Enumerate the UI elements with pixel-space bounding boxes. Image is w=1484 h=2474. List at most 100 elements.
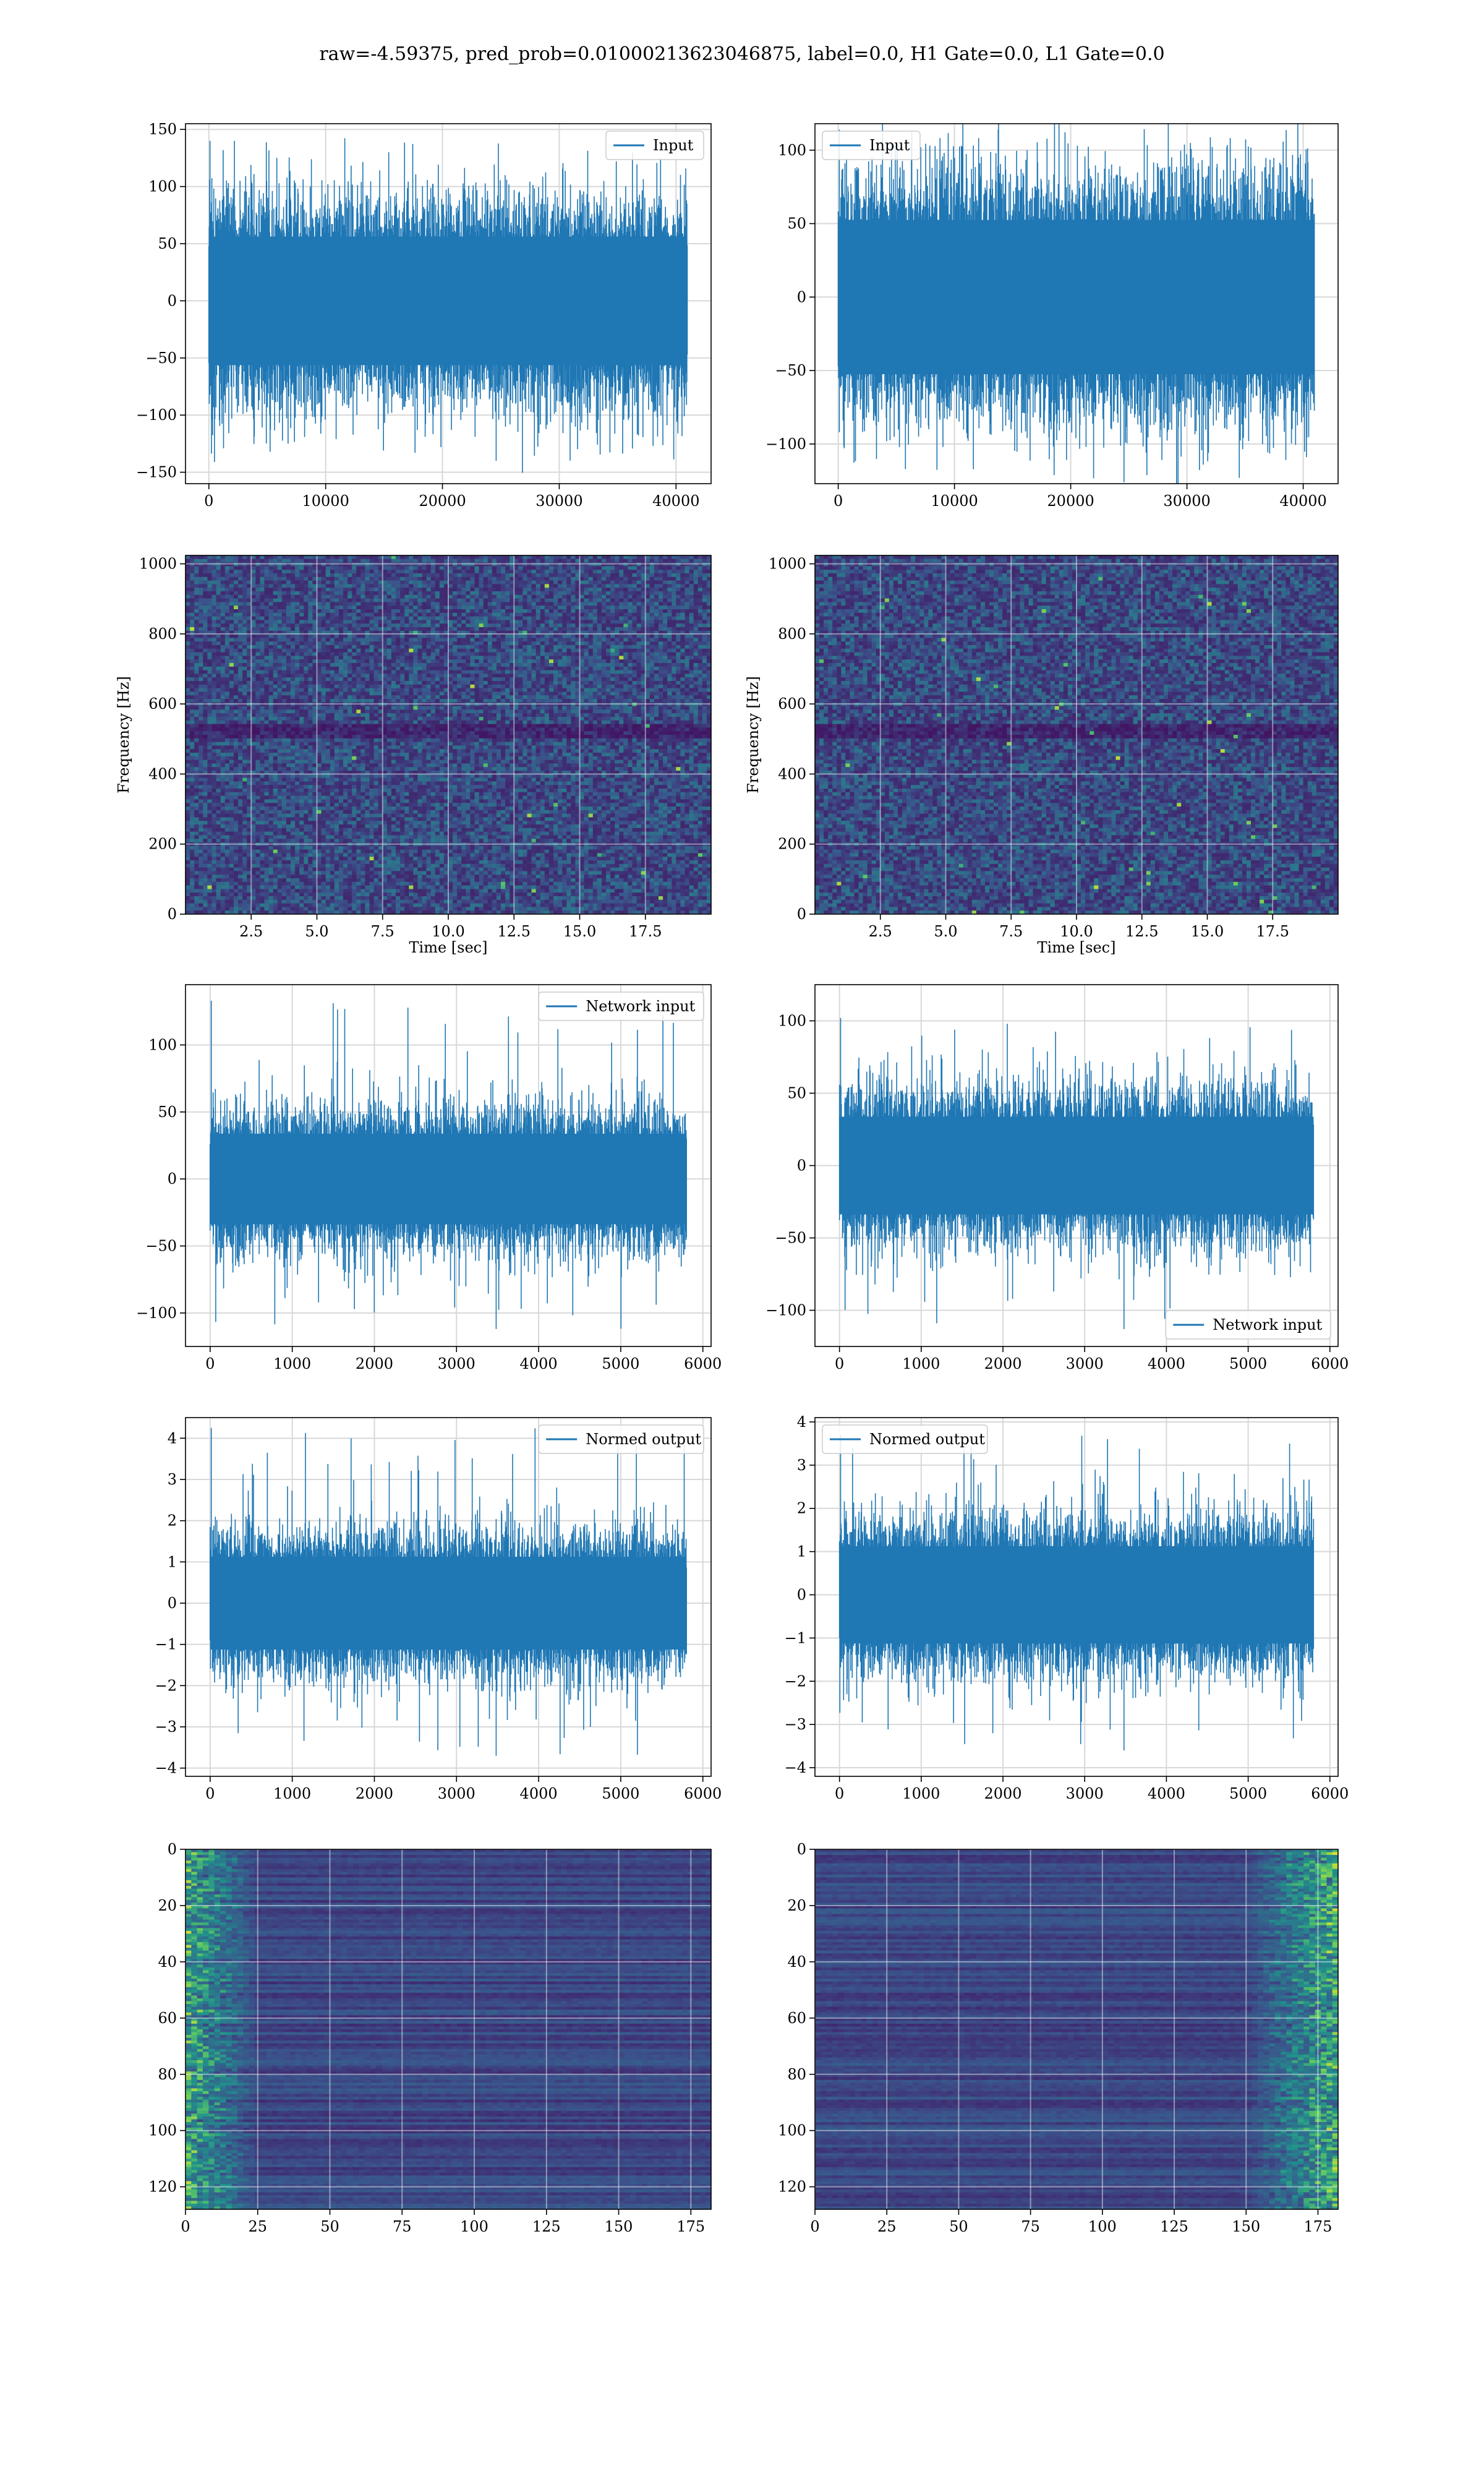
x-tick-label: 75	[393, 2218, 412, 2235]
y-tick-label: 800	[778, 625, 806, 643]
x-tick-label: 0	[835, 1355, 844, 1372]
x-tick-label: 5.0	[305, 923, 328, 940]
input-h1-frame	[185, 123, 712, 484]
y-tick-label: 0	[168, 905, 177, 923]
x-tick-label: 1000	[902, 1785, 940, 1802]
normed-output-l1-legend: Normed output	[822, 1424, 988, 1454]
y-tick-label: 100	[778, 1012, 806, 1030]
legend-box	[1165, 1310, 1331, 1340]
y-tick-label: 1000	[139, 555, 177, 573]
y-tick-label: 3	[797, 1457, 806, 1474]
x-tick-label: 17.5	[629, 923, 662, 940]
x-tick-label: 1000	[902, 1355, 940, 1372]
x-axis-label: Time [sec]	[1038, 939, 1116, 956]
network-input-l1-series-core	[839, 1116, 1314, 1215]
x-tick-label: 10000	[302, 492, 349, 510]
legend-box	[822, 1424, 988, 1454]
normed-output-l1-panel: 0 1000 2000 3000 4000 5000 6000 −4 −3 −2 −1 0 1 2 3 4 No…	[785, 1413, 1349, 1802]
x-tick-label: 20000	[1047, 492, 1094, 510]
legend-label: Input	[869, 137, 910, 154]
x-tick-label: 175	[676, 2218, 705, 2235]
feature-map-l1-panel: 0 25 50 75 100 125 150 175 0 20 40 60 80 100 120	[778, 1841, 1339, 2235]
x-tick-label: 175	[1304, 2218, 1333, 2235]
x-tick-label: 75	[1021, 2218, 1040, 2235]
y-tick-label: 4	[168, 1429, 177, 1447]
x-tick-label: 10.0	[432, 923, 464, 940]
y-tick-label: 2	[168, 1512, 177, 1530]
y-tick-label: 50	[158, 235, 177, 252]
x-tick-label: 0	[205, 1355, 215, 1372]
x-tick-label: 3000	[1066, 1355, 1104, 1372]
x-tick-label: 2000	[984, 1785, 1021, 1802]
x-tick-label: 2.5	[869, 923, 892, 940]
y-tick-label: 0	[168, 1841, 177, 1858]
x-tick-label: 25	[248, 2218, 267, 2235]
network-input-h1-frame	[185, 984, 712, 1347]
y-tick-label: 0	[797, 905, 806, 923]
y-tick-label: 50	[158, 1103, 177, 1121]
y-tick-label: −50	[145, 1238, 177, 1255]
x-tick-label: 50	[949, 2218, 968, 2235]
y-tick-label: 0	[168, 1594, 177, 1612]
y-axis-label: Frequency [Hz]	[744, 676, 762, 794]
network-input-h1-series-core	[210, 1134, 687, 1225]
x-tick-label: 0	[834, 492, 843, 510]
x-tick-label: 6000	[1311, 1355, 1349, 1372]
legend-box	[605, 131, 704, 160]
x-tick-label: 40000	[652, 492, 699, 510]
x-tick-label: 0	[835, 1785, 844, 1802]
legend-label: Network input	[1213, 1316, 1322, 1333]
y-tick-label: 50	[787, 1085, 806, 1102]
y-tick-label: 0	[797, 1586, 806, 1604]
x-tick-label: 4000	[1148, 1355, 1185, 1372]
x-tick-label: 2.5	[239, 923, 263, 940]
y-tick-label: 400	[778, 765, 806, 782]
x-tick-label: 5000	[1229, 1355, 1267, 1372]
y-tick-label: 0	[168, 292, 177, 309]
y-tick-label: −50	[775, 362, 806, 379]
x-tick-label: 6000	[684, 1785, 722, 1802]
y-tick-label: 120	[148, 2178, 177, 2196]
y-tick-label: 80	[787, 2066, 806, 2083]
x-tick-label: 125	[532, 2218, 561, 2235]
x-tick-label: 0	[810, 2218, 819, 2235]
spectrogram-h1-panel: 2.5 5.0 7.5 10.0 12.5 15.0 17.5 0 200 400 600 800 10…	[115, 555, 712, 956]
y-tick-label: 0	[797, 1841, 806, 1858]
y-tick-label: 800	[148, 625, 177, 643]
x-tick-label: 40000	[1279, 492, 1326, 510]
feature-map-h1-panel: 0 25 50 75 100 125 150 175 0 20 40 60 80 100 120	[148, 1841, 712, 2235]
x-tick-label: 5000	[602, 1355, 639, 1372]
y-tick-label: −4	[155, 1760, 177, 1777]
x-tick-label: 5000	[1229, 1785, 1267, 1802]
y-tick-label: 400	[148, 765, 177, 782]
x-tick-label: 12.5	[498, 923, 531, 940]
y-tick-label: 0	[797, 1157, 806, 1175]
legend-label: Network input	[586, 998, 695, 1015]
y-tick-label: 1	[797, 1543, 806, 1560]
normed-output-l1-frame	[814, 1417, 1339, 1777]
x-tick-label: 10.0	[1060, 923, 1093, 940]
x-tick-label: 25	[877, 2218, 897, 2235]
x-tick-label: 15.0	[563, 923, 596, 940]
x-tick-label: 6000	[684, 1355, 722, 1372]
x-tick-label: 15.0	[1191, 923, 1224, 940]
x-tick-label: 5.0	[934, 923, 957, 940]
y-tick-label: 4	[797, 1413, 806, 1431]
input-l1-frame	[814, 123, 1339, 484]
normed-output-h1-frame	[185, 1417, 712, 1777]
y-tick-label: 1	[168, 1553, 177, 1570]
input-l1-legend: Input	[822, 131, 921, 160]
y-tick-label: 1000	[769, 555, 806, 573]
x-tick-label: 30000	[1163, 492, 1210, 510]
y-tick-label: −50	[145, 349, 177, 367]
x-tick-label: 7.5	[371, 923, 394, 940]
x-tick-label: 0	[181, 2218, 190, 2235]
y-tick-label: −1	[785, 1629, 806, 1646]
y-tick-label: 100	[778, 2122, 806, 2139]
y-tick-label: 600	[148, 695, 177, 713]
x-tick-label: 2000	[356, 1785, 393, 1802]
feature-map-l1-image	[815, 1849, 1338, 2209]
legend-label: Normed output	[586, 1431, 701, 1448]
x-tick-label: 4000	[520, 1355, 558, 1372]
x-tick-label: 30000	[535, 492, 582, 510]
